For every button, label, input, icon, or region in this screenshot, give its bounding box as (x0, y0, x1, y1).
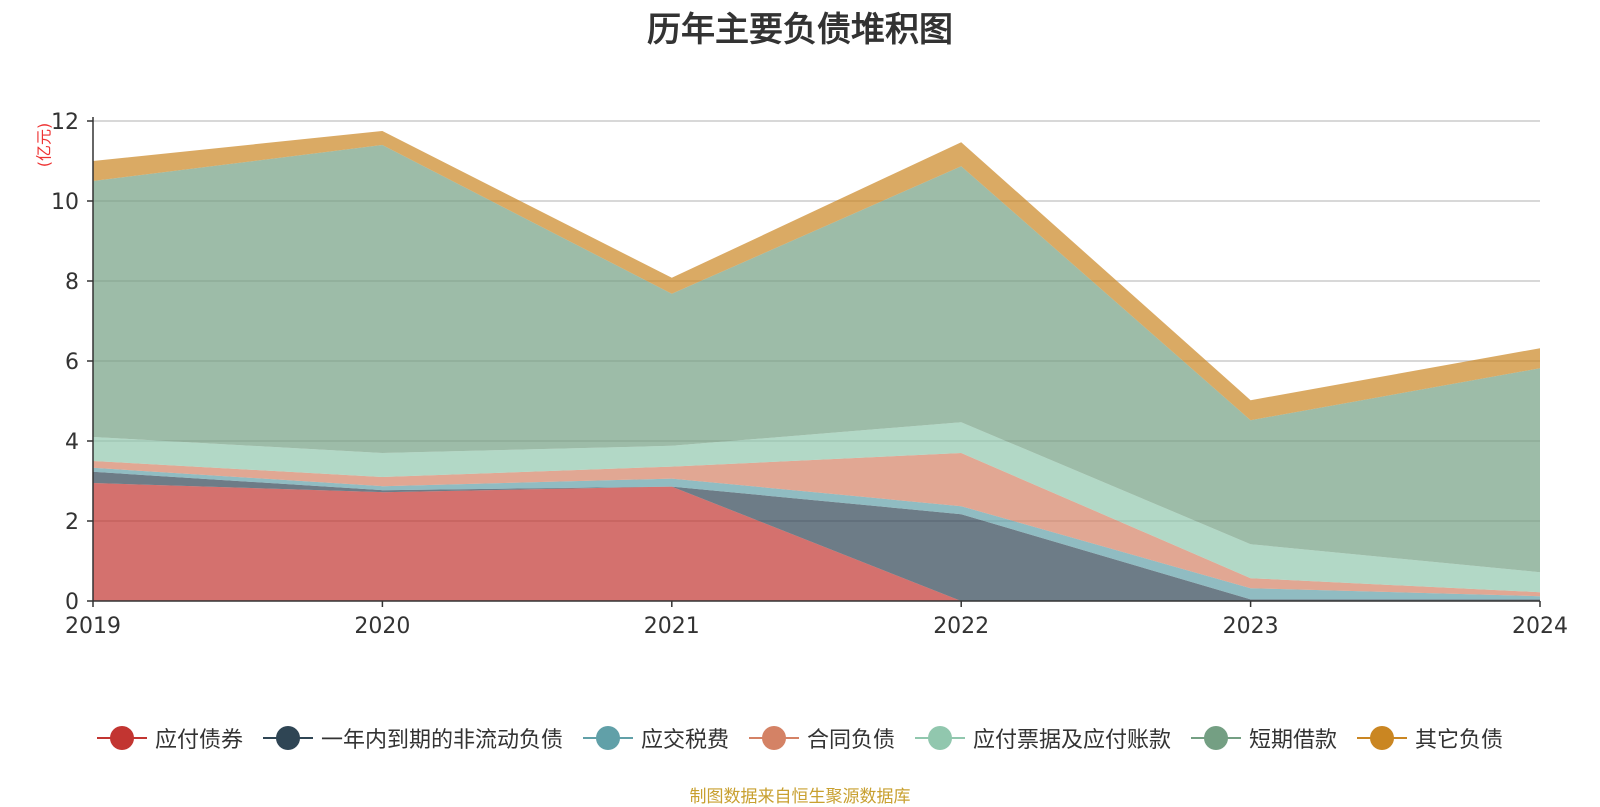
area-series-4 (93, 453, 1540, 597)
legend-marker-icon (1191, 726, 1242, 750)
chart-legend: 应付债券 一年内到期的非流动负债 应交税费 合同负债 应付票据及应付账款 短期借款 其它负债 (0, 722, 1600, 754)
legend-marker-icon (582, 726, 633, 750)
chart-title: 历年主要负债堆积图 (647, 10, 953, 50)
legend-label: 应付票据及应付账款 (973, 728, 1172, 753)
legend-marker-icon (748, 726, 799, 750)
legend-item-4[interactable]: 合同负债 (748, 722, 895, 754)
x-tick-label-2019: 2019 (65, 614, 121, 639)
legend-item-1[interactable]: 应付债券 (96, 722, 243, 754)
y-tick-label-6: 6 (65, 350, 79, 375)
y-tick-label-8: 8 (65, 270, 79, 295)
axes: 0 2 4 6 8 10 12 2019 2020 2021 2022 2023 2024 (51, 110, 1568, 639)
area-series-3 (93, 467, 1540, 600)
legend-marker-icon (915, 726, 965, 750)
area-series-2 (93, 471, 1540, 601)
y-tick-label-2: 2 (65, 510, 79, 535)
legend-item-7[interactable]: 其它负债 (1357, 722, 1503, 754)
legend-label: 应交税费 (640, 728, 729, 753)
y-tick-label-0: 0 (65, 590, 79, 615)
legend-label: 短期借款 (1249, 728, 1338, 753)
area-series-6 (93, 145, 1540, 573)
x-tick-label-2023: 2023 (1223, 614, 1279, 639)
legend-label: 其它负债 (1415, 728, 1504, 753)
legend-marker-icon (262, 726, 313, 750)
y-tick-label-12: 12 (51, 110, 79, 135)
x-tick-label-2022: 2022 (933, 614, 989, 639)
data-source-note: 制图数据来自恒生聚源数据库 (689, 787, 911, 807)
y-tick-label-10: 10 (51, 190, 79, 215)
legend-marker-icon (1357, 726, 1408, 750)
area-series-5 (93, 422, 1540, 593)
legend-label: 一年内到期的非流动负债 (320, 728, 563, 753)
legend-item-6[interactable]: 短期借款 (1191, 722, 1337, 754)
legend-marker-icon (96, 726, 147, 750)
x-tick-label-2020: 2020 (354, 614, 410, 639)
legend-item-5[interactable]: 应付票据及应付账款 (915, 722, 1171, 754)
legend-label: 合同负债 (806, 728, 895, 753)
x-tick-label-2021: 2021 (644, 614, 700, 639)
area-series-1 (93, 483, 1540, 601)
y-tick-label-4: 4 (65, 430, 79, 455)
legend-label: 应付债券 (154, 728, 243, 753)
legend-item-2[interactable]: 一年内到期的非流动负债 (262, 722, 563, 754)
legend-item-3[interactable]: 应交税费 (582, 722, 729, 754)
area-series-7 (93, 131, 1540, 421)
x-tick-label-2024: 2024 (1512, 614, 1568, 639)
area-series (93, 131, 1540, 601)
